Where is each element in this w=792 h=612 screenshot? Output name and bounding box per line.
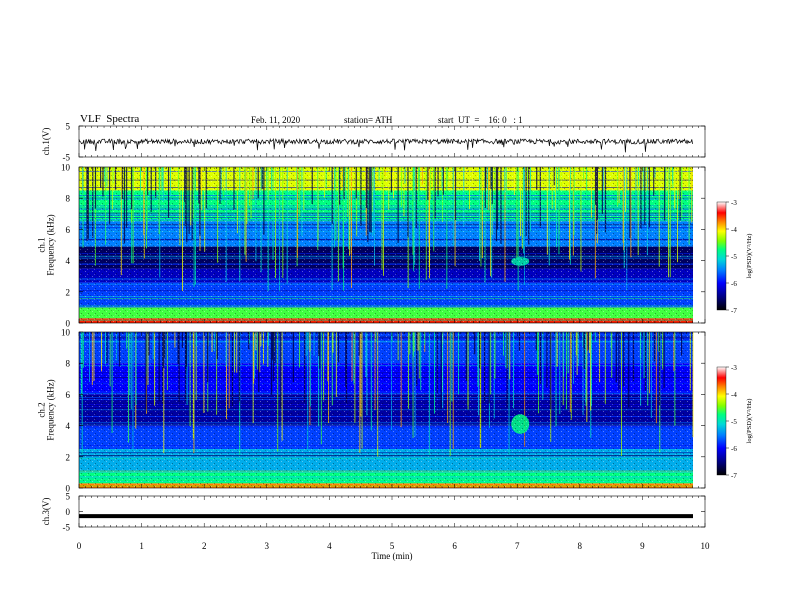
colorbar-tick-label: -3 — [731, 199, 737, 207]
x-tick-label: 0 — [77, 541, 82, 551]
ch3-waveform-ylabel: ch.3(V) — [41, 498, 51, 526]
x-tick-label: 6 — [452, 541, 457, 551]
y-tick-label: 8 — [66, 359, 71, 369]
y-tick-label: 2 — [66, 452, 71, 462]
colorbar-tick-label: -3 — [731, 364, 737, 372]
x-tick-label: 4 — [327, 541, 332, 551]
colorbar-tick-label: -6 — [731, 280, 737, 288]
start-time-label: start UT = 16: 0 : 1 — [438, 115, 523, 125]
colorbar-tick-label: -7 — [731, 472, 737, 480]
colorbar-tick-label: -4 — [731, 391, 737, 399]
date-label: Feb. 11, 2020 — [251, 115, 301, 125]
ch2-spectrogram-ylabel: ch.2 — [37, 402, 47, 417]
x-tick-label: 5 — [390, 541, 395, 551]
figure-title: VLF Spectra — [80, 113, 140, 125]
y-tick-label: 10 — [61, 328, 71, 338]
x-tick-label: 9 — [640, 541, 645, 551]
y-tick-label: 8 — [66, 194, 71, 204]
y-tick-label: -5 — [63, 523, 71, 533]
y-tick-label: 0 — [66, 507, 71, 517]
x-tick-label: 8 — [578, 541, 583, 551]
y-tick-label: 0 — [66, 484, 71, 494]
y-tick-label: 5 — [66, 492, 71, 502]
spectrogram-texture — [79, 332, 693, 488]
x-axis-label: Time (min) — [372, 551, 413, 561]
colorbar-tick-label: -5 — [731, 418, 737, 426]
ch1-spectrogram — [79, 167, 693, 323]
x-tick-label: 3 — [265, 541, 270, 551]
y-tick-label: 6 — [66, 390, 71, 400]
colorbar-tick-label: -4 — [731, 226, 737, 234]
colorbar-tick-label: -7 — [731, 307, 737, 315]
colorbar-label: log(PSD)(V²/Hz) — [746, 234, 753, 279]
colorbar — [716, 201, 727, 311]
ch1-spectrogram-ylabel: ch.1 — [37, 237, 47, 252]
panel-frame — [78, 495, 706, 528]
ch2-spectrogram-ylabel: Frequency (kHz) — [46, 379, 56, 440]
y-tick-label: 10 — [61, 163, 71, 173]
colorbar — [716, 366, 727, 476]
y-tick-label: -5 — [63, 153, 71, 163]
colorbar-tick-label: -6 — [731, 445, 737, 453]
x-tick-label: 10 — [701, 541, 711, 551]
x-tick-label: 7 — [515, 541, 520, 551]
ch1-spectrogram-ylabel: Frequency (kHz) — [46, 214, 56, 275]
ch1-waveform-line — [78, 137, 693, 153]
x-tick-label: 1 — [139, 541, 144, 551]
x-tick-label: 2 — [202, 541, 207, 551]
colorbars: -3 -4 -5 -6 -7 log(PSD)(V²/Hz) -3 -4 -5 -6 -7 log(P… — [716, 199, 753, 480]
y-tick-label: 4 — [66, 256, 71, 266]
spectrogram-sferic — [692, 332, 694, 438]
y-tick-label: 4 — [66, 421, 71, 431]
y-tick-label: 5 — [66, 122, 71, 132]
y-tick-label: 6 — [66, 225, 71, 235]
ch2-spectrogram — [79, 332, 694, 488]
y-tick-label: 2 — [66, 287, 71, 297]
station-label: station= ATH — [344, 115, 393, 125]
colorbar-tick-label: -5 — [731, 253, 737, 261]
ch1-waveform-plot — [78, 137, 693, 153]
ch1-waveform-ylabel: ch.1(V) — [41, 128, 51, 156]
colorbar-label: log(PSD)(V²/Hz) — [746, 399, 753, 444]
spectrogram-texture — [79, 167, 693, 323]
y-tick-label: 0 — [66, 319, 71, 329]
